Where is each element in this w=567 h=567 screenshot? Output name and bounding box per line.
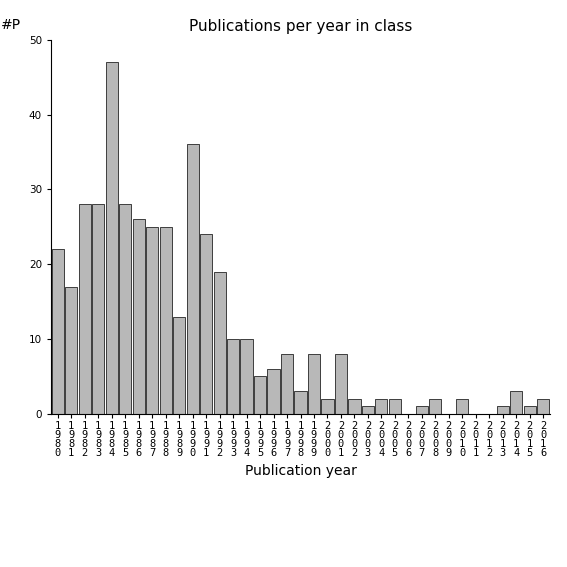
- Bar: [497, 407, 509, 414]
- Bar: [187, 145, 198, 414]
- Bar: [375, 399, 387, 414]
- Bar: [214, 272, 226, 414]
- Bar: [227, 339, 239, 414]
- Bar: [240, 339, 253, 414]
- Bar: [294, 391, 307, 414]
- Bar: [92, 204, 104, 414]
- Bar: [416, 407, 428, 414]
- Bar: [119, 204, 132, 414]
- Bar: [105, 62, 118, 414]
- Bar: [146, 227, 158, 414]
- Bar: [524, 407, 536, 414]
- Bar: [510, 391, 522, 414]
- Bar: [254, 376, 266, 414]
- Bar: [537, 399, 549, 414]
- Bar: [133, 219, 145, 414]
- Bar: [348, 399, 361, 414]
- Bar: [200, 234, 212, 414]
- Bar: [335, 354, 347, 414]
- Y-axis label: #P: #P: [1, 18, 21, 32]
- X-axis label: Publication year: Publication year: [244, 464, 357, 478]
- Bar: [173, 316, 185, 414]
- Bar: [159, 227, 172, 414]
- Bar: [52, 249, 64, 414]
- Bar: [362, 407, 374, 414]
- Bar: [429, 399, 442, 414]
- Bar: [389, 399, 401, 414]
- Bar: [281, 354, 293, 414]
- Bar: [308, 354, 320, 414]
- Title: Publications per year in class: Publications per year in class: [189, 19, 412, 35]
- Bar: [456, 399, 468, 414]
- Bar: [79, 204, 91, 414]
- Bar: [321, 399, 333, 414]
- Bar: [65, 287, 77, 414]
- Bar: [268, 369, 280, 414]
